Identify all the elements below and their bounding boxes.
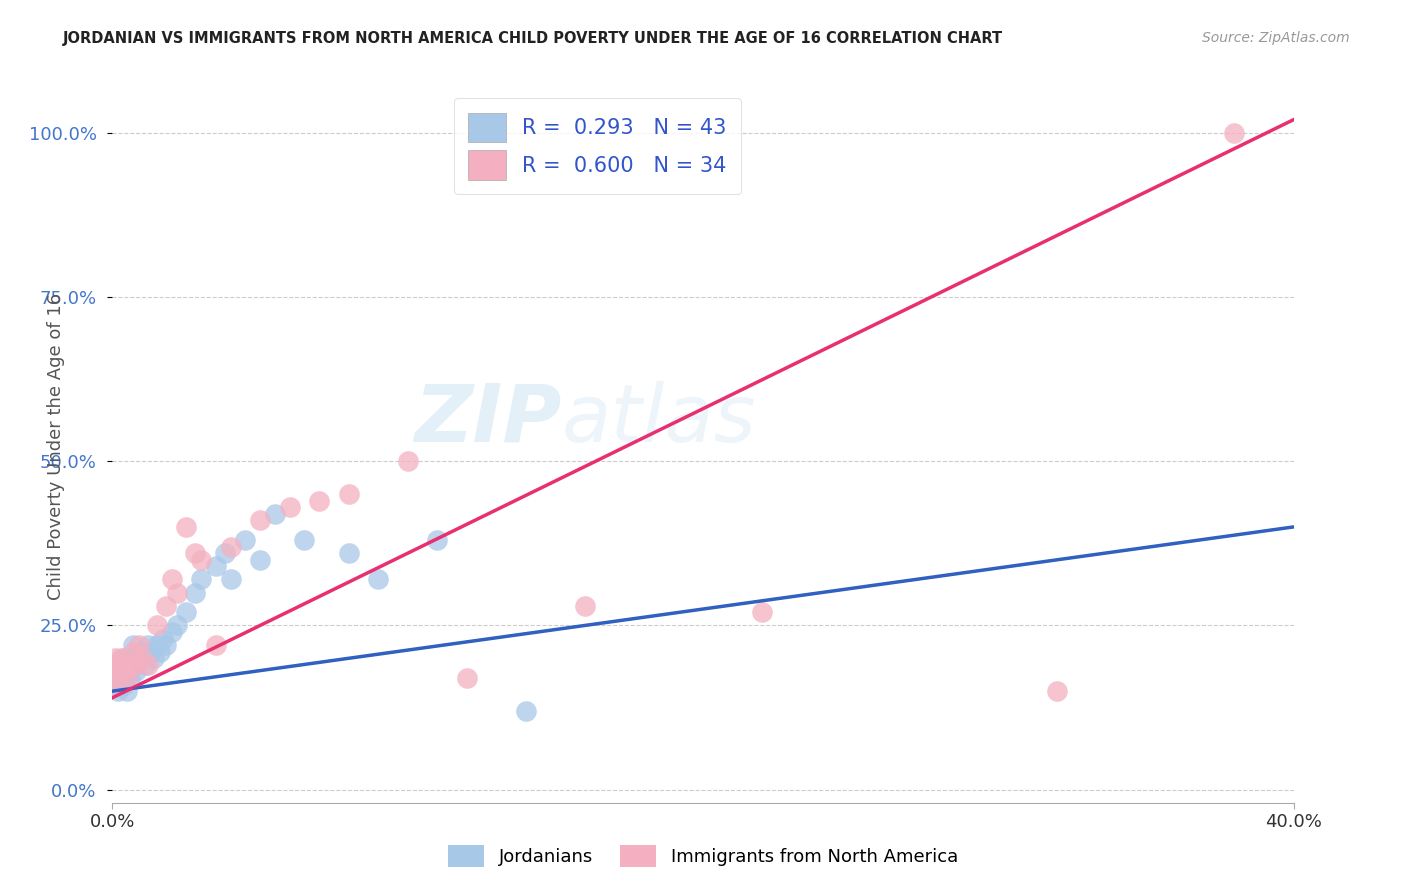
Point <box>122 645 145 659</box>
Point <box>166 618 188 632</box>
Point <box>104 665 127 679</box>
Text: atlas: atlas <box>561 381 756 458</box>
Text: Source: ZipAtlas.com: Source: ZipAtlas.com <box>1202 31 1350 45</box>
Point <box>107 677 129 691</box>
Point <box>174 520 197 534</box>
Point <box>367 573 389 587</box>
Legend: Jordanians, Immigrants from North America: Jordanians, Immigrants from North Americ… <box>441 838 965 874</box>
Point <box>104 651 127 665</box>
Point <box>337 546 360 560</box>
Legend: R =  0.293   N = 43, R =  0.600   N = 34: R = 0.293 N = 43, R = 0.600 N = 34 <box>454 98 741 194</box>
Point <box>107 684 129 698</box>
Point <box>110 657 132 672</box>
Point <box>149 645 172 659</box>
Point <box>117 671 138 685</box>
Point <box>190 553 212 567</box>
Point <box>205 638 228 652</box>
Point <box>174 605 197 619</box>
Point <box>110 651 132 665</box>
Point <box>456 671 478 685</box>
Point <box>101 665 124 679</box>
Point <box>107 657 129 672</box>
Text: JORDANIAN VS IMMIGRANTS FROM NORTH AMERICA CHILD POVERTY UNDER THE AGE OF 16 COR: JORDANIAN VS IMMIGRANTS FROM NORTH AMERI… <box>63 31 1004 46</box>
Point <box>136 657 159 672</box>
Point <box>515 704 537 718</box>
Point <box>308 493 330 508</box>
Point <box>139 645 162 659</box>
Point <box>155 599 177 613</box>
Point <box>128 638 150 652</box>
Point <box>278 500 301 515</box>
Point <box>205 559 228 574</box>
Point <box>122 651 145 665</box>
Point <box>125 657 148 672</box>
Point <box>146 638 169 652</box>
Point <box>120 657 142 672</box>
Point <box>134 657 156 672</box>
Point <box>107 665 129 679</box>
Point <box>1046 684 1069 698</box>
Point <box>112 665 135 679</box>
Point <box>396 454 419 468</box>
Point <box>219 540 242 554</box>
Point <box>337 487 360 501</box>
Point <box>249 553 271 567</box>
Point <box>160 625 183 640</box>
Text: Child Poverty Under the Age of 16: Child Poverty Under the Age of 16 <box>48 293 65 599</box>
Point <box>426 533 449 547</box>
Point <box>160 573 183 587</box>
Point <box>131 651 153 665</box>
Point <box>219 573 242 587</box>
Point <box>101 671 124 685</box>
Point <box>128 651 150 665</box>
Point <box>110 671 132 685</box>
Point <box>152 632 174 646</box>
Point <box>574 599 596 613</box>
Point <box>112 651 135 665</box>
Point <box>146 618 169 632</box>
Point <box>117 665 138 679</box>
Point <box>120 671 142 685</box>
Point <box>190 573 212 587</box>
Point <box>131 645 153 659</box>
Point <box>101 677 124 691</box>
Point <box>112 677 135 691</box>
Point <box>214 546 236 560</box>
Point <box>125 665 148 679</box>
Point <box>122 638 145 652</box>
Point <box>142 651 165 665</box>
Point <box>184 546 207 560</box>
Point <box>751 605 773 619</box>
Point <box>155 638 177 652</box>
Point <box>264 507 287 521</box>
Point <box>101 657 124 672</box>
Point <box>184 585 207 599</box>
Text: ZIP: ZIP <box>413 381 561 458</box>
Point <box>117 684 138 698</box>
Point <box>249 513 271 527</box>
Point <box>120 657 142 672</box>
Point <box>233 533 256 547</box>
Point <box>1223 126 1246 140</box>
Point <box>166 585 188 599</box>
Point <box>104 657 127 672</box>
Point <box>136 638 159 652</box>
Point <box>104 671 127 685</box>
Point <box>292 533 315 547</box>
